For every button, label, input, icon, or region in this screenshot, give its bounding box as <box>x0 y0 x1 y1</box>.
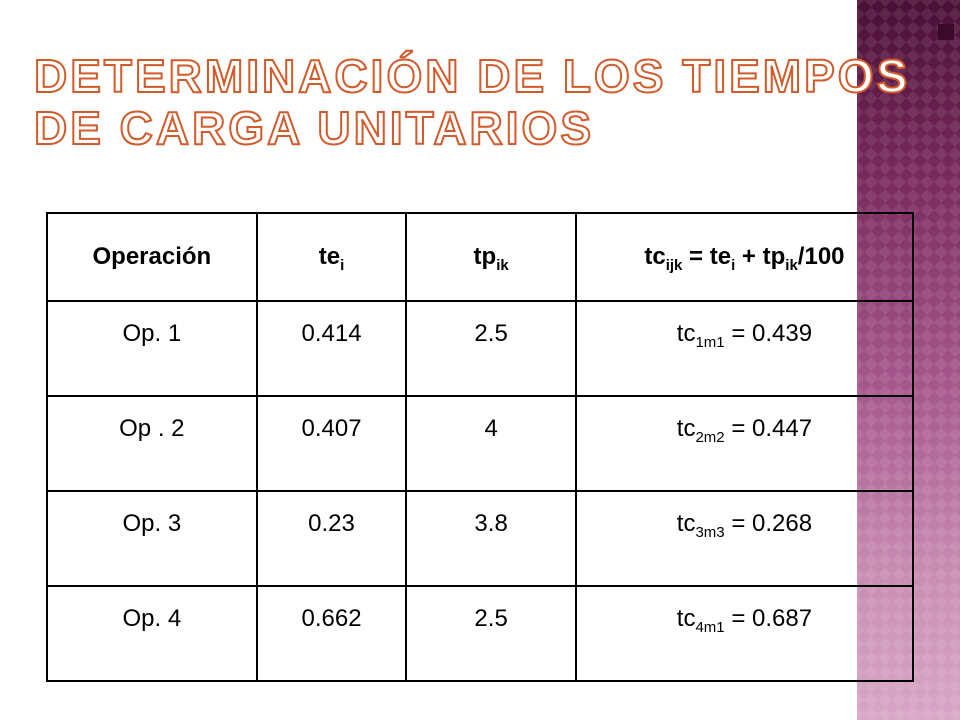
cell-tc: tc4m1 = 0.687 <box>574 585 915 682</box>
slide-title: Determinación de los tiempos de carga un… <box>33 49 911 155</box>
table-row: Op. 1 0.414 2.5 tc1m1 = 0.439 <box>46 300 915 397</box>
cell-tc: tc2m2 = 0.447 <box>574 395 915 492</box>
cell-te: 0.414 <box>255 300 408 397</box>
title-line-1: Determinación de los tiempos <box>33 49 911 103</box>
cell-operation: Op. 1 <box>46 300 258 397</box>
cell-tp: 4 <box>405 395 577 492</box>
cell-operation: Op. 3 <box>46 490 258 587</box>
table-row: Op . 2 0.407 4 tc2m2 = 0.447 <box>46 395 915 492</box>
cell-te: 0.407 <box>255 395 408 492</box>
cell-tp: 3.8 <box>405 490 577 587</box>
cell-tc: tc1m1 = 0.439 <box>574 300 915 397</box>
header-operacion: Operación <box>46 212 258 302</box>
cell-te: 0.23 <box>255 490 408 587</box>
table-row: Op. 4 0.662 2.5 tc4m1 = 0.687 <box>46 585 915 682</box>
cell-tp: 2.5 <box>405 585 577 682</box>
cell-operation: Op . 2 <box>46 395 258 492</box>
header-te: tei <box>255 212 408 302</box>
corner-square <box>938 24 954 40</box>
load-times-table: Operación tei tpik tcijk = tei + tpik/10… <box>46 212 915 682</box>
header-tc-formula: tcijk = tei + tpik/100 <box>574 212 915 302</box>
table-header-row: Operación tei tpik tcijk = tei + tpik/10… <box>46 212 915 302</box>
cell-tc: tc3m3 = 0.268 <box>574 490 915 587</box>
table-row: Op. 3 0.23 3.8 tc3m3 = 0.268 <box>46 490 915 587</box>
cell-operation: Op. 4 <box>46 585 258 682</box>
header-tp: tpik <box>405 212 577 302</box>
cell-tp: 2.5 <box>405 300 577 397</box>
title-line-2: de carga unitarios <box>33 101 594 155</box>
cell-te: 0.662 <box>255 585 408 682</box>
